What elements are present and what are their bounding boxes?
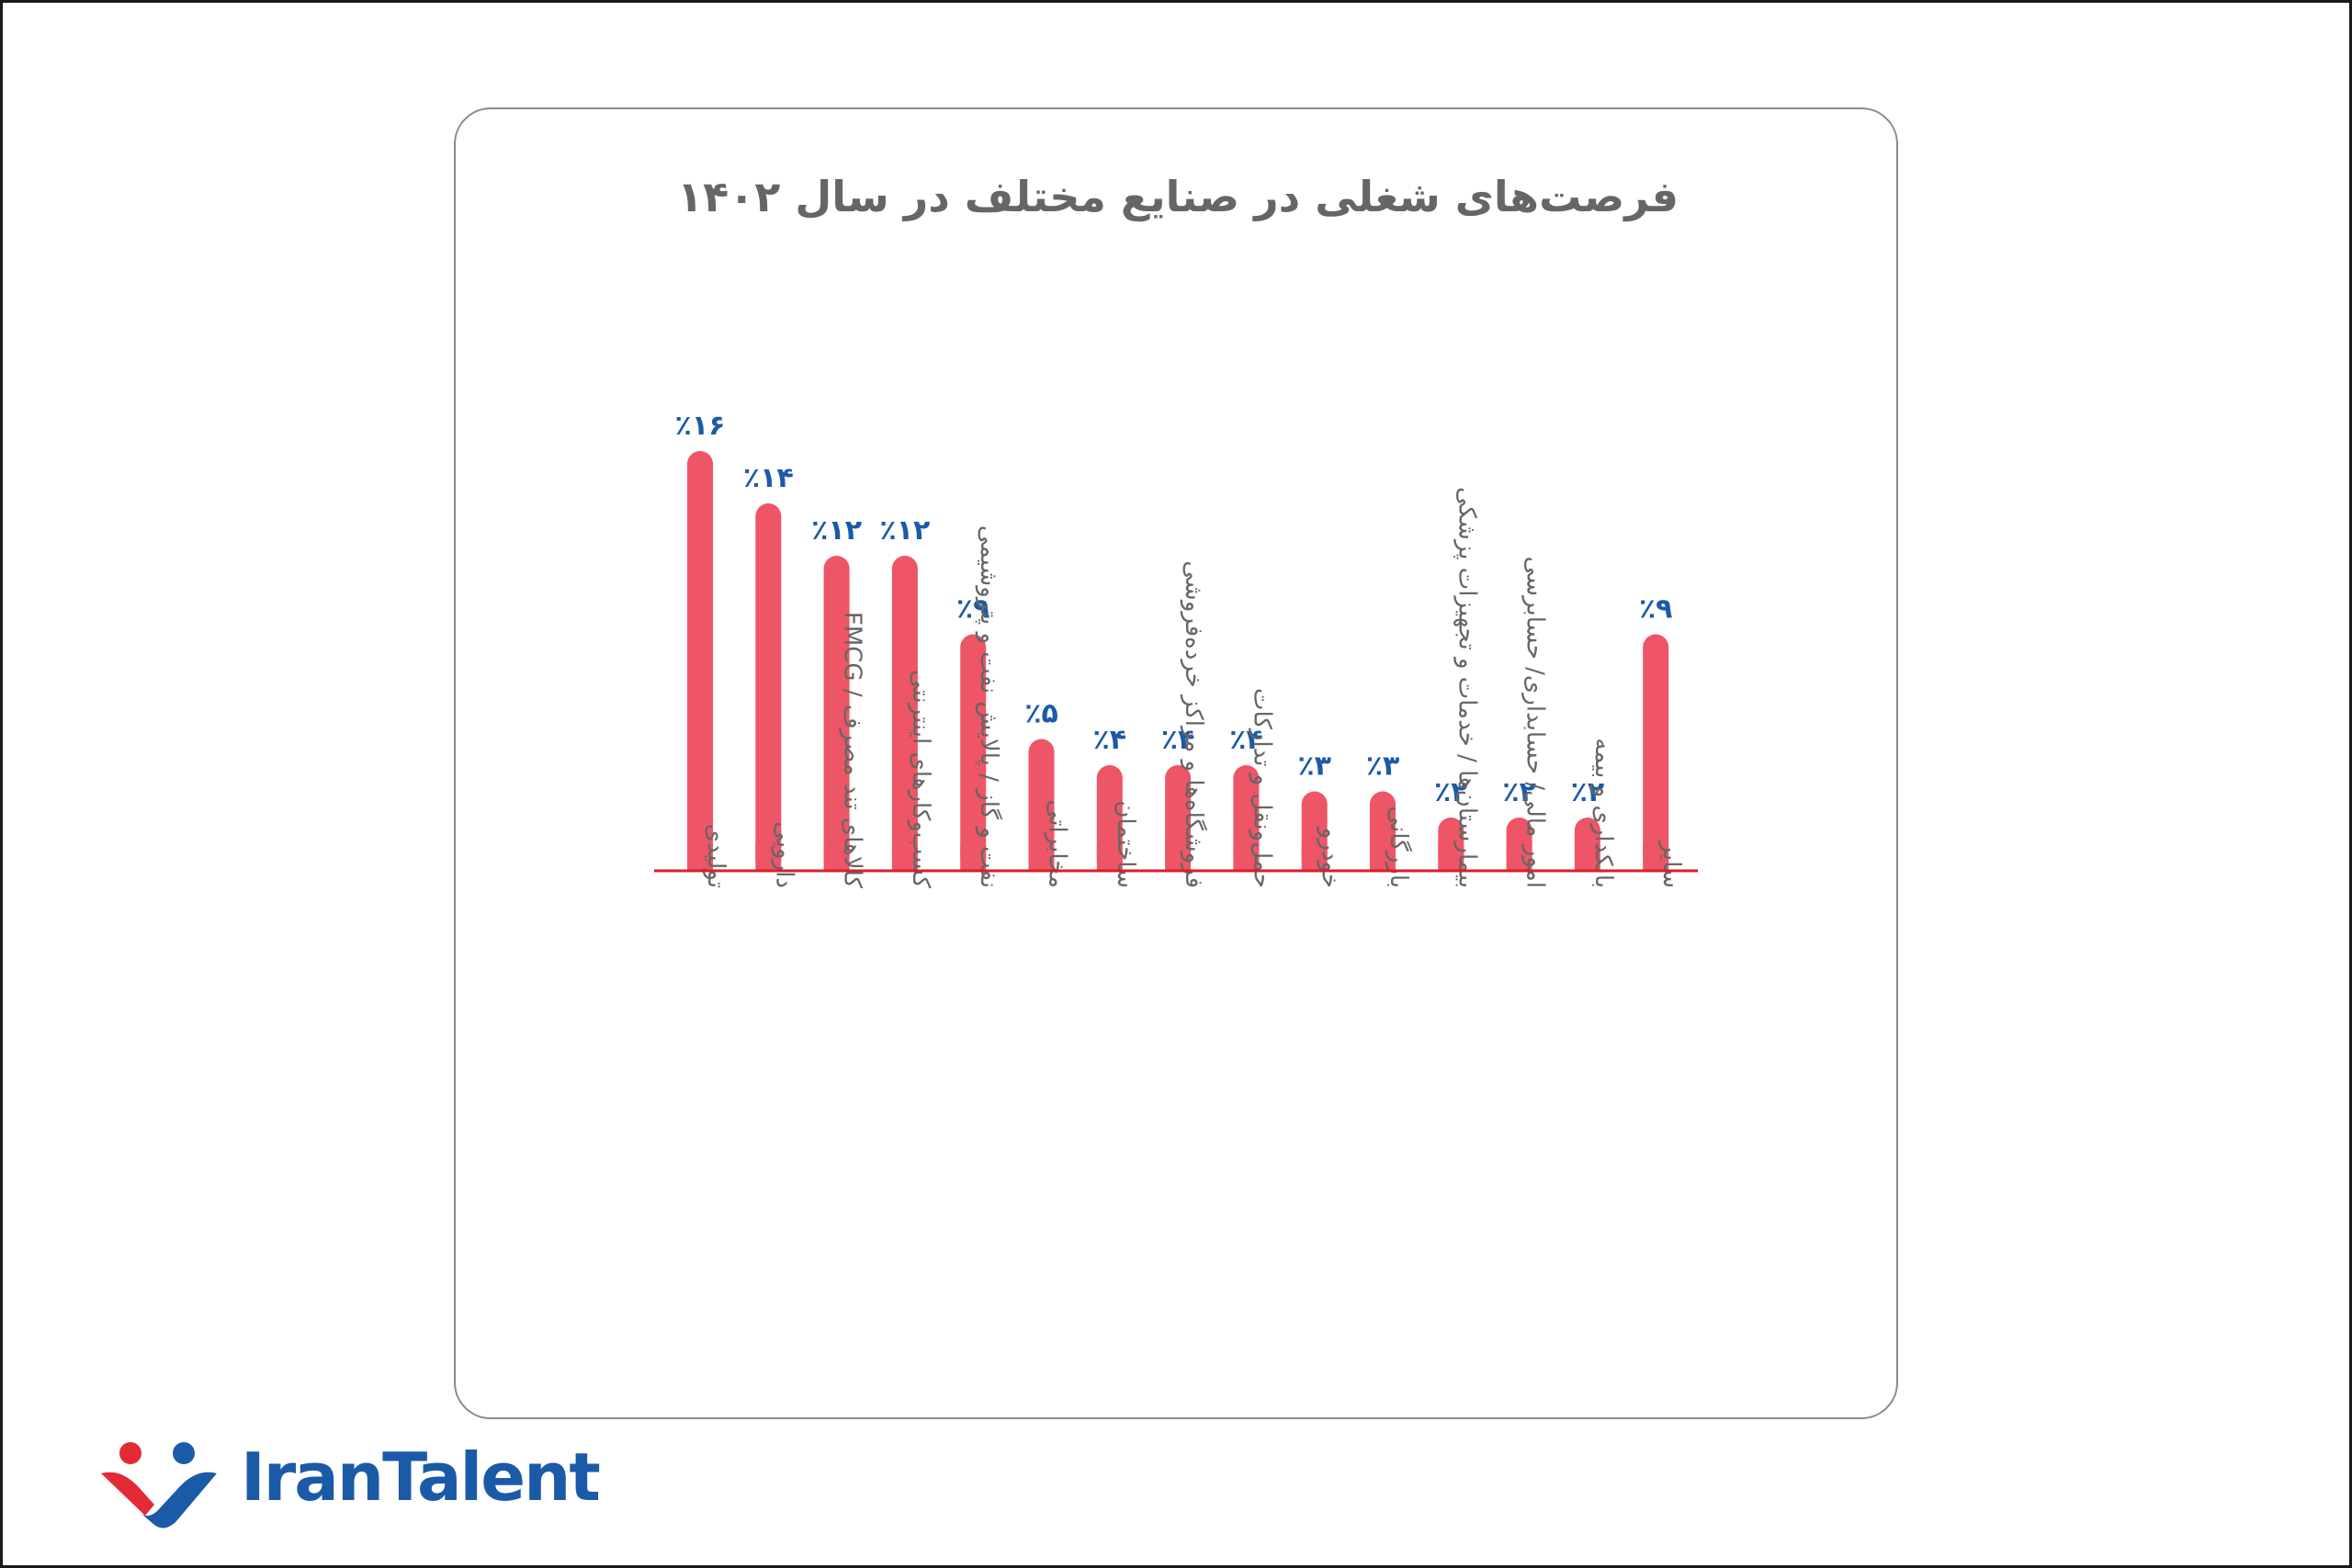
bar-base [755,844,782,872]
data-label: ٪۵ [1024,698,1058,730]
bar [687,451,713,872]
bar-base [687,844,713,872]
data-label: ٪۹ [956,593,990,626]
chart-card: فرصت‌های شغلی در صنایع مختلف در سال ۱۴۰۲… [454,107,1898,1419]
data-label: ٪۳ [1297,750,1331,783]
bar-base [1574,844,1600,872]
bar [891,556,918,872]
bar-base [1506,844,1532,872]
bar-base [891,844,918,872]
category-label: ساختمان [1112,800,1139,888]
category-label: بازرگانی [1385,807,1413,888]
bar [755,503,782,872]
chart-title: فرصت‌های شغلی در صنایع مختلف در سال ۱۴۰۲ [677,172,1679,221]
data-label: ٪۱۴ [743,462,794,494]
category-label: امور مالی/ حسابداری/ حسابرسی [1521,557,1549,888]
data-label: ٪۴ [1229,724,1263,756]
category-label: کالاهای تند مصرف / FMCG [839,612,866,889]
category-label: کسب‌وکارهای اینترنتی [907,670,934,889]
category-label: بیمارستان‌ها / خدمات و تجهیزات پزشکی [1453,487,1480,888]
category-label: دارویی [770,821,797,888]
data-label: ٪۱۲ [879,514,930,547]
data-label: ٪۲ [1434,776,1468,808]
data-label: ٪۲ [1502,776,1536,808]
bar-chart: ٪۱۶ تولیدی ٪۱۴ دارویی ٪۱۲ کالاهای تند مصرف / … [654,410,1698,889]
irantalent-logo-mark-icon [101,1442,217,1529]
data-label: ٪۹ [1639,593,1673,626]
bar-base [1233,844,1260,872]
logo-wordmark: IranTalent [241,1438,601,1516]
bar-base [1028,844,1055,872]
bar-base [960,844,987,872]
category-label: حمل‌ونقل و تدارکات [1248,688,1275,888]
bar [1028,739,1055,872]
bar [960,634,987,872]
bar-base [823,844,850,872]
data-label: ٪۴ [1092,724,1126,756]
data-label: ٪۴ [1161,724,1195,756]
bar-base [1165,844,1192,872]
data-label: ٪۱۲ [811,514,862,547]
bar-base [1370,844,1396,872]
category-label: خودرو [1317,826,1344,888]
bar [823,556,850,872]
category-label: تولیدی [702,824,729,888]
category-label: فروشگاه‌ها و مراکز خرده‌فروشی [1180,560,1208,888]
bar [1643,634,1669,872]
category-label: مخابراتی [1044,800,1071,888]
data-label: ٪۳ [1366,750,1400,783]
bar-base [1438,844,1464,872]
category-label: بانکداری و بیمه [1589,738,1617,888]
bar-base [1643,844,1669,872]
data-label: ٪۲ [1571,776,1605,808]
bar-base [1096,844,1123,872]
category-label: سایر [1657,840,1685,888]
data-label: ٪۱۶ [675,410,726,442]
bar-base [1301,844,1328,872]
irantalent-logo: IranTalent [96,1433,601,1534]
category-label: نفت و گاز / پالایش نفت و پتروشیمی [975,525,1003,888]
